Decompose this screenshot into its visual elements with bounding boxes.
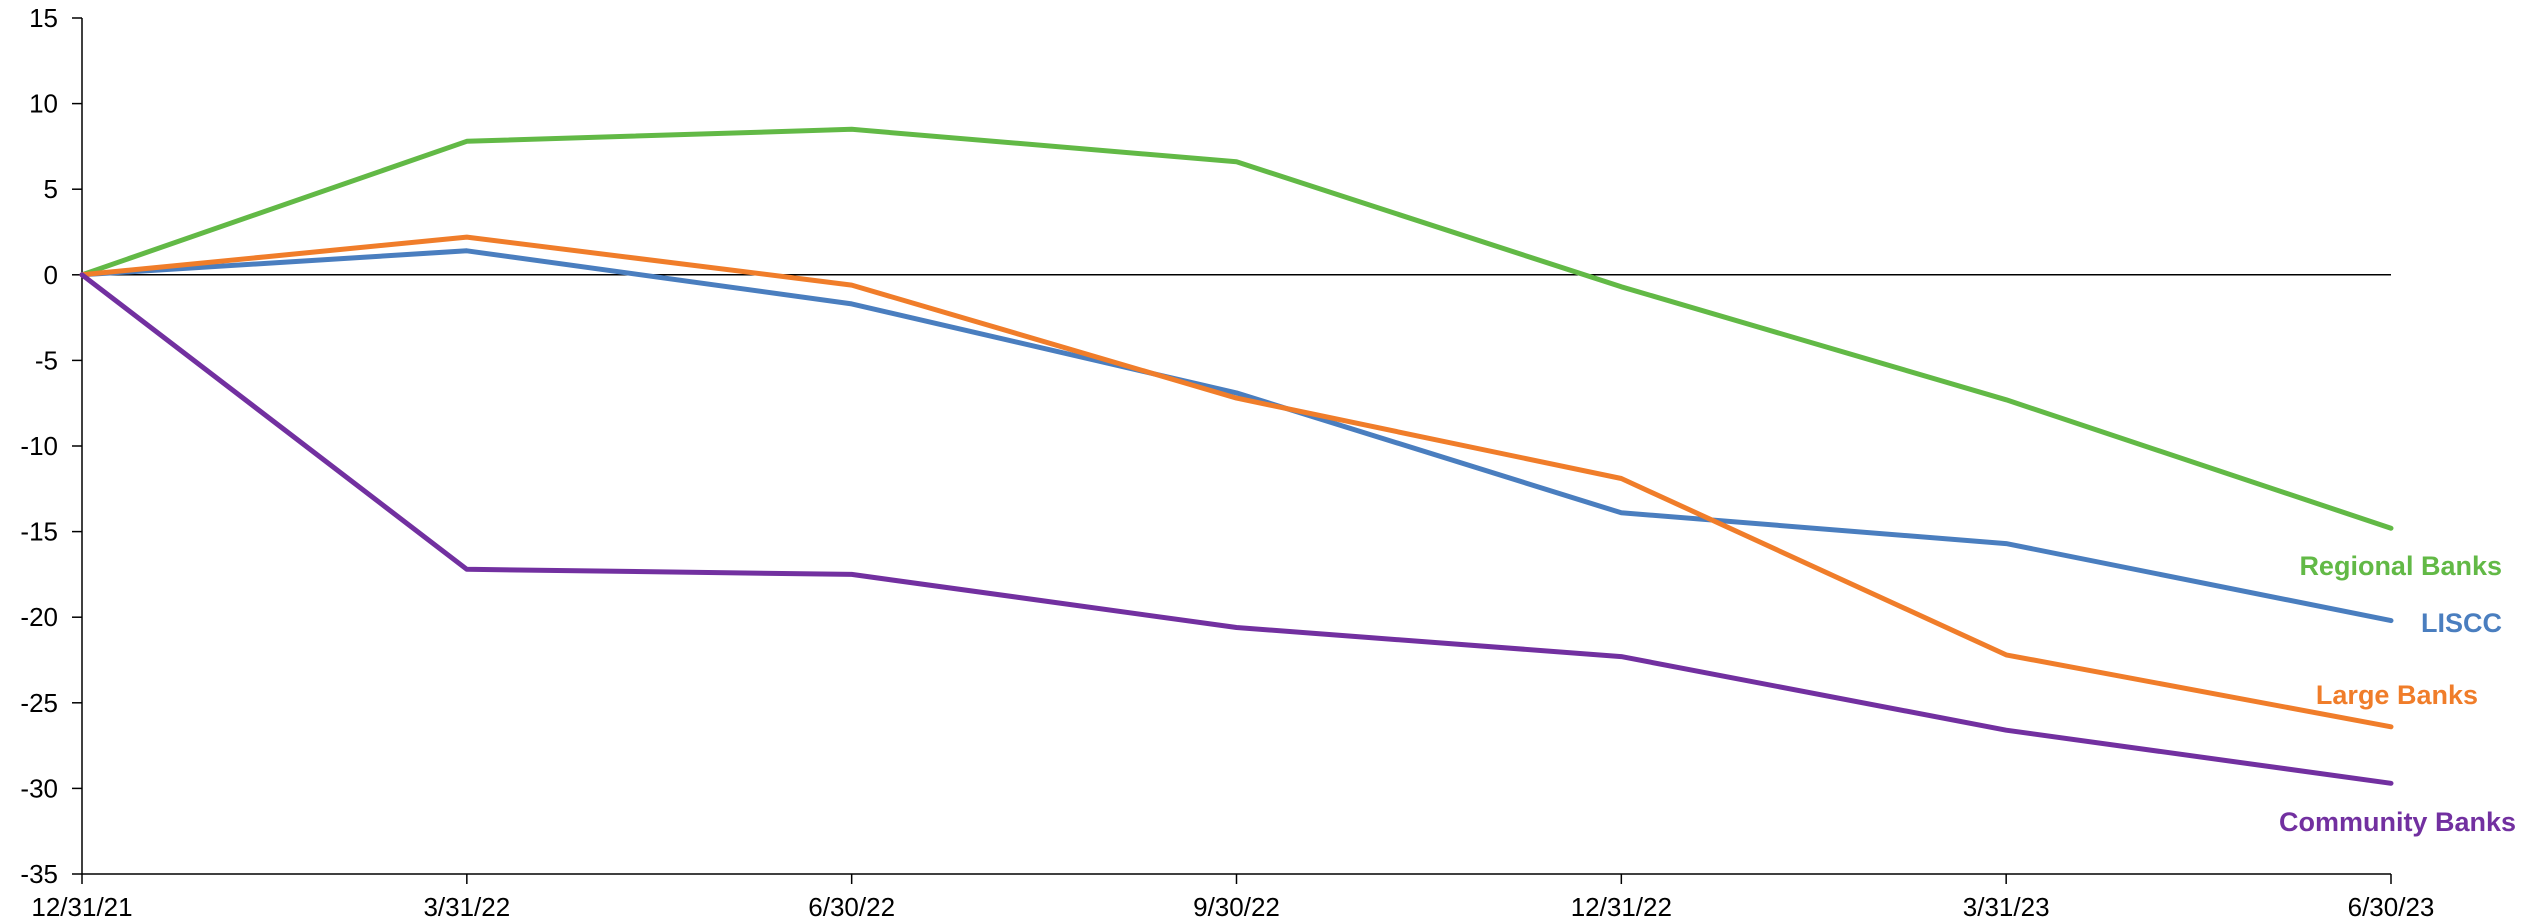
y-tick-label: -30 <box>20 773 58 803</box>
y-tick-label: -35 <box>20 859 58 889</box>
y-tick-label: -15 <box>20 517 58 547</box>
y-tick-label: 15 <box>29 3 58 33</box>
x-tick-label: 6/30/22 <box>808 892 895 922</box>
series-lines <box>79 126 2394 786</box>
x-tick-label: 12/31/22 <box>1571 892 1672 922</box>
series-line-liscc <box>79 248 2394 624</box>
x-tick-label: 9/30/22 <box>1193 892 1280 922</box>
x-tick-label: 6/30/23 <box>2348 892 2435 922</box>
x-tick-label: 3/31/23 <box>1963 892 2050 922</box>
y-tick-label: 10 <box>29 89 58 119</box>
series-line-community-banks <box>79 272 2394 786</box>
y-tick-label: 5 <box>44 174 58 204</box>
y-axis: 15 10 5 0 -5 -10 -15 -20 -25 -30 -35 <box>20 3 83 889</box>
y-tick-label: -10 <box>20 431 58 461</box>
y-tick-label: 0 <box>44 260 58 290</box>
x-axis: 12/31/21 3/31/22 6/30/22 9/30/22 12/31/22 3/3… <box>31 873 2435 922</box>
series-label-liscc: LISCC <box>2421 608 2502 638</box>
series-label-community-banks: Community Banks <box>2279 807 2516 837</box>
series-label-regional-banks: Regional Banks <box>2299 551 2502 581</box>
series-line-large-banks <box>79 234 2394 730</box>
y-tick-label: -5 <box>35 345 58 375</box>
series-line-regional-banks <box>79 126 2394 531</box>
series-label-large-banks: Large Banks <box>2316 680 2478 710</box>
series-labels: Regional Banks LISCC Large Banks Community … <box>2279 551 2516 837</box>
y-tick-label: -25 <box>20 688 58 718</box>
x-tick-label: 12/31/21 <box>31 892 132 922</box>
x-tick-label: 3/31/22 <box>423 892 510 922</box>
y-tick-label: -20 <box>20 602 58 632</box>
